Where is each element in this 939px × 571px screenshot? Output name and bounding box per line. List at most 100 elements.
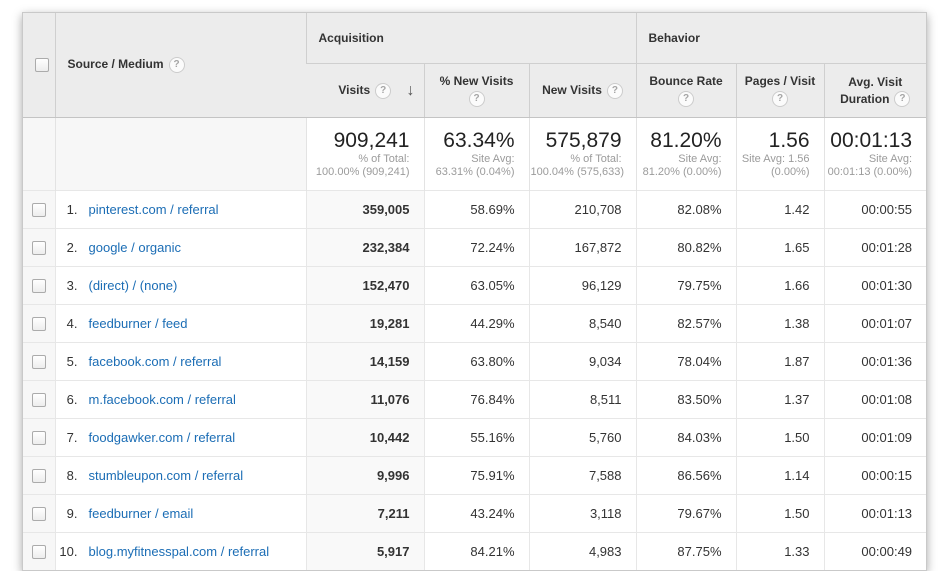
summary-visits-sub2: 100.00% (909,241): [315, 166, 410, 178]
help-icon[interactable]: ?: [468, 91, 485, 107]
row-checkbox-cell: [23, 342, 55, 381]
source-medium-link[interactable]: m.facebook.com / referral: [88, 392, 236, 407]
pct-new-visits-label: % New Visits: [439, 74, 514, 88]
row-index: 7.: [66, 430, 78, 445]
row-checkbox[interactable]: [31, 507, 46, 522]
column-header-source-medium[interactable]: Source / Medium?: [54, 13, 306, 118]
summary-pages-visit: 1.56 Site Avg: 1.56 (0.00%): [735, 117, 825, 191]
new-visits-value: 7,588: [528, 456, 637, 495]
acquisition-label: Acquisition: [318, 31, 384, 45]
source-medium-link[interactable]: stumbleupon.com / referral: [88, 468, 244, 483]
summary-pct-new-value: 63.34%: [443, 129, 515, 152]
table-row: 5. facebook.com / referral 14,159 63.80% …: [23, 342, 927, 381]
row-index: 3.: [66, 278, 78, 293]
row-index: 6.: [66, 392, 78, 407]
bounce-rate-value: 79.67%: [635, 494, 737, 533]
new-visits-value: 5,760: [528, 418, 637, 457]
table-row: 8. stumbleupon.com / referral 9,996 75.91…: [23, 456, 927, 495]
source-medium-cell: 7. foodgawker.com / referral: [54, 418, 306, 457]
row-checkbox[interactable]: [31, 545, 46, 560]
row-checkbox[interactable]: [31, 203, 46, 218]
new-visits-label: New Visits: [542, 82, 602, 97]
avg-visit-duration-value: 00:01:13: [823, 494, 927, 533]
source-medium-link[interactable]: feedburner / email: [88, 506, 194, 521]
row-checkbox-cell: [23, 266, 55, 305]
source-medium-link[interactable]: foodgawker.com / referral: [88, 430, 236, 445]
source-medium-cell: 4. feedburner / feed: [54, 304, 306, 343]
row-checkbox-cell: [23, 494, 55, 533]
pct-new-visits-value: 72.24%: [423, 228, 529, 267]
source-medium-link[interactable]: facebook.com / referral: [88, 354, 222, 369]
row-checkbox[interactable]: [31, 241, 46, 256]
visits-value: 152,470: [305, 266, 424, 305]
help-icon[interactable]: ?: [606, 82, 623, 99]
row-checkbox[interactable]: [31, 469, 46, 484]
pages-visit-value: 1.66: [735, 266, 825, 305]
source-medium-link[interactable]: google / organic: [88, 240, 182, 255]
row-checkbox-cell: [23, 190, 55, 229]
select-all-cell: [23, 13, 55, 118]
pages-visit-value: 1.65: [735, 228, 825, 267]
pages-visit-value: 1.14: [735, 456, 825, 495]
visits-value: 14,159: [305, 342, 424, 381]
source-medium-link[interactable]: feedburner / feed: [88, 316, 188, 331]
row-checkbox[interactable]: [31, 431, 46, 446]
avg-visit-duration-label: Avg. Visit Duration: [840, 74, 903, 106]
source-medium-cell: 3. (direct) / (none): [54, 266, 306, 305]
select-all-checkbox[interactable]: [35, 58, 49, 73]
avg-visit-duration-value: 00:01:07: [823, 304, 927, 343]
row-index: 10.: [59, 544, 78, 559]
column-header-new-visits[interactable]: New Visits?: [528, 63, 637, 118]
bounce-rate-value: 83.50%: [635, 380, 737, 419]
column-header-avg-visit-duration[interactable]: Avg. Visit Duration?: [823, 63, 927, 118]
help-icon[interactable]: ?: [894, 91, 911, 108]
avg-visit-duration-value: 00:00:55: [823, 190, 927, 229]
help-icon[interactable]: ?: [168, 57, 185, 73]
bounce-rate-value: 82.57%: [635, 304, 737, 343]
pct-new-visits-value: 44.29%: [423, 304, 529, 343]
column-header-pages-visit[interactable]: Pages / Visit?: [735, 63, 825, 118]
summary-pages-sub2: (0.00%): [770, 166, 810, 178]
pct-new-visits-value: 58.69%: [423, 190, 529, 229]
summary-bounce-sub2: 81.20% (0.00%): [642, 166, 722, 178]
visits-value: 359,005: [305, 190, 424, 229]
pct-new-visits-value: 55.16%: [423, 418, 529, 457]
summary-pages-value: 1.56: [768, 129, 810, 152]
table-header: Source / Medium? Acquisition Behavior Vi…: [23, 13, 927, 118]
row-checkbox[interactable]: [31, 279, 46, 294]
row-checkbox-cell: [23, 304, 55, 343]
column-header-bounce-rate[interactable]: Bounce Rate?: [635, 63, 737, 118]
source-medium-link[interactable]: blog.myfitnesspal.com / referral: [88, 544, 270, 559]
pct-new-visits-value: 84.21%: [423, 532, 529, 570]
summary-bounce-value: 81.20%: [650, 129, 722, 152]
summary-pct-new-sub2: 63.31% (0.04%): [435, 166, 515, 178]
row-checkbox-cell: [23, 418, 55, 457]
row-checkbox[interactable]: [31, 393, 46, 408]
avg-visit-duration-value: 00:01:08: [823, 380, 927, 419]
column-header-visits[interactable]: Visits? ↓: [306, 63, 424, 118]
bounce-rate-value: 82.08%: [635, 190, 737, 229]
row-checkbox-cell: [23, 456, 55, 495]
column-header-pct-new-visits[interactable]: % New Visits?: [423, 63, 529, 118]
visits-value: 19,281: [305, 304, 424, 343]
summary-bounce-sub1: Site Avg:: [678, 153, 722, 165]
pages-visit-value: 1.37: [735, 380, 825, 419]
summary-dimension-cell: [54, 117, 306, 191]
source-medium-cell: 9. feedburner / email: [54, 494, 306, 533]
help-icon[interactable]: ?: [772, 91, 789, 107]
avg-visit-duration-value: 00:01:09: [823, 418, 927, 457]
new-visits-value: 96,129: [528, 266, 637, 305]
bounce-rate-label: Bounce Rate: [649, 74, 723, 88]
table-row: 7. foodgawker.com / referral 10,442 55.16…: [23, 418, 927, 457]
sort-descending-icon[interactable]: ↓: [406, 81, 415, 99]
visits-value: 7,211: [305, 494, 424, 533]
source-medium-link[interactable]: (direct) / (none): [88, 278, 178, 293]
table-row: 6. m.facebook.com / referral 11,076 76.84…: [23, 380, 927, 419]
help-icon[interactable]: ?: [678, 91, 695, 107]
help-icon[interactable]: ?: [375, 82, 392, 99]
analytics-table: Source / Medium? Acquisition Behavior Vi…: [22, 12, 927, 571]
summary-new-visits: 575,879 % of Total: 100.04% (575,633): [528, 117, 637, 191]
row-checkbox[interactable]: [31, 355, 46, 370]
source-medium-link[interactable]: pinterest.com / referral: [88, 202, 219, 217]
row-checkbox[interactable]: [31, 317, 46, 332]
